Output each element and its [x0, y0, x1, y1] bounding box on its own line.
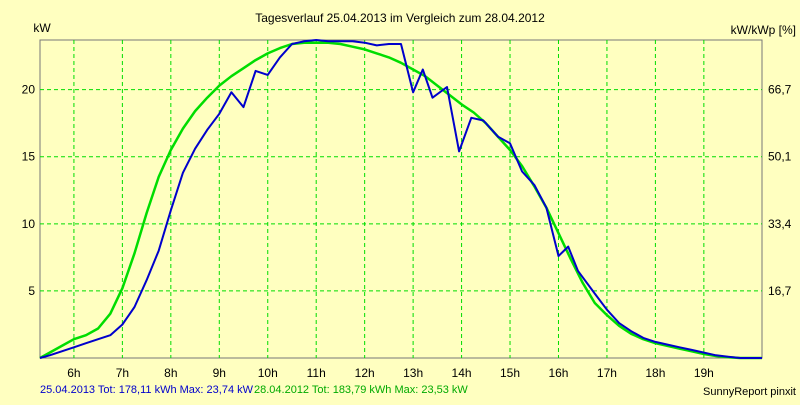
y-tick-label-left: 20 — [22, 83, 36, 97]
x-tick-label: 7h — [116, 366, 129, 380]
y-tick-label-right: 66,7 — [768, 83, 792, 97]
x-tick-label: 13h — [403, 366, 423, 380]
credit-label: SunnyReport pinxit — [703, 386, 796, 398]
y-tick-label-right: 16,7 — [768, 284, 792, 298]
y-tick-label-left: 5 — [28, 284, 35, 298]
plot-area — [39, 39, 763, 359]
x-tick-label: 15h — [500, 366, 520, 380]
x-tick-label: 10h — [258, 366, 278, 380]
y-axis-label-right: kW/kWp [%] — [731, 23, 796, 37]
x-tick-label: 6h — [67, 366, 80, 380]
legend-series-2: 28.04.2012 Tot: 183,79 kWh Max: 23,53 kW — [254, 384, 468, 396]
y-axis-label-left: kW — [33, 21, 51, 35]
legend-series-1: 25.04.2013 Tot: 178,11 kWh Max: 23,74 kW — [40, 384, 254, 396]
series-line-2012 — [39, 41, 762, 360]
y-tick-label-left: 10 — [22, 217, 36, 231]
x-tick-label: 14h — [452, 366, 472, 380]
x-tick-label: 9h — [213, 366, 226, 380]
x-tick-label: 18h — [645, 366, 665, 380]
series-line-2013 — [39, 39, 762, 359]
chart-title: Tagesverlauf 25.04.2013 im Vergleich zum… — [255, 11, 545, 25]
x-tick-label: 16h — [548, 366, 568, 380]
x-tick-label: 17h — [597, 366, 617, 380]
axis-ticks: 6h 7h 8h 9h 10h 11h 12h 13h 14h 15h 16h 17h 18h 19h 5 1… — [22, 83, 792, 380]
x-tick-label: 11h — [307, 366, 326, 380]
x-tick-label: 8h — [164, 366, 177, 380]
x-tick-label: 19h — [694, 366, 714, 380]
grid — [40, 40, 762, 358]
y-tick-label-right: 50,1 — [768, 150, 792, 164]
y-tick-label-left: 15 — [22, 150, 36, 164]
series-lines — [39, 39, 762, 360]
x-tick-label: 12h — [355, 366, 375, 380]
y-tick-label-right: 33,4 — [768, 217, 792, 231]
